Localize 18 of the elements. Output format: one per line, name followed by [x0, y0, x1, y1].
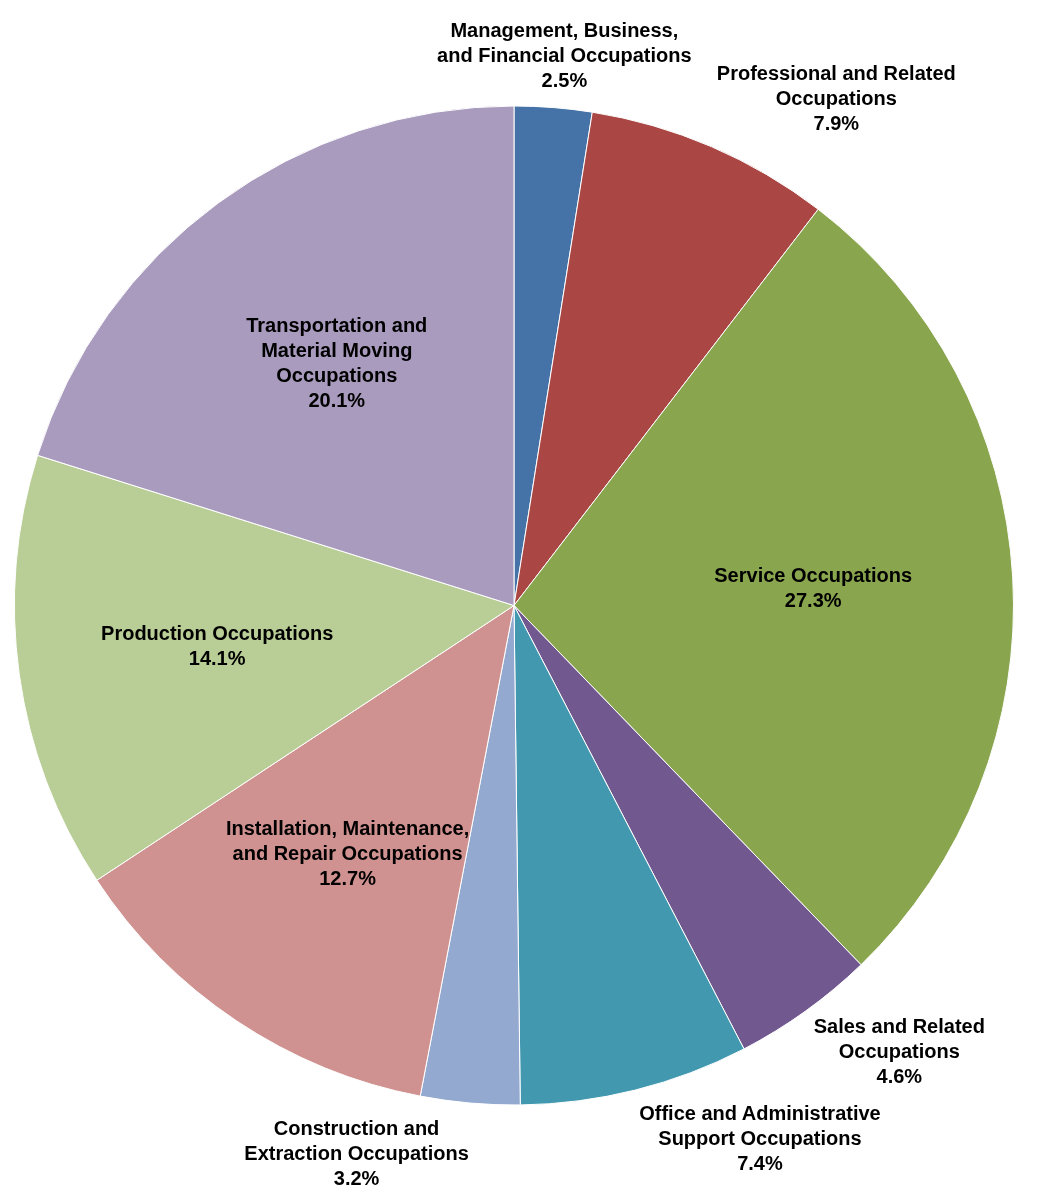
data-label: 20.1%: [308, 388, 366, 411]
data-label: 3.2%: [333, 1166, 380, 1189]
data-label: 7.4%: [737, 1152, 783, 1175]
slice-label: Installation, Maintenance, and Repair Occupations: [225, 817, 470, 865]
data-label: 27.3%: [784, 588, 842, 611]
data-label: 7.9%: [813, 111, 860, 134]
slice-label: Construction and Extraction Occupations: [244, 1116, 469, 1164]
slice-label: Sales and Related Occupations: [813, 1015, 985, 1063]
data-label: 2.5%: [541, 68, 588, 91]
slice-label: Office and Administrative Support Occupations: [639, 1102, 881, 1150]
slice-label: Service Occupations: [714, 563, 913, 586]
slice-label: Production Occupations: [101, 621, 334, 644]
slice-label: Transportation and Material Moving Occupations: [246, 313, 428, 386]
slice-label: Management, Business, and Financial Occupations: [437, 18, 692, 66]
data-label: 4.6%: [876, 1065, 923, 1088]
slice-label: Professional and Related Occupations: [716, 61, 956, 109]
data-label: 14.1%: [188, 646, 246, 669]
data-label: 12.7%: [319, 867, 377, 890]
